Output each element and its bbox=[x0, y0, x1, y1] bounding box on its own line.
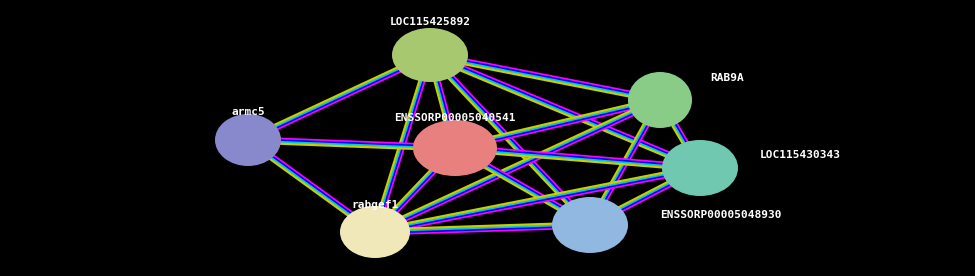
Text: ENSSORP00005040541: ENSSORP00005040541 bbox=[394, 113, 516, 123]
Text: RAB9A: RAB9A bbox=[710, 73, 744, 83]
Ellipse shape bbox=[215, 114, 281, 166]
Ellipse shape bbox=[340, 206, 410, 258]
Ellipse shape bbox=[392, 28, 468, 82]
Text: LOC115425892: LOC115425892 bbox=[389, 17, 471, 27]
Ellipse shape bbox=[628, 72, 692, 128]
Ellipse shape bbox=[552, 197, 628, 253]
Text: ENSSORP00005048930: ENSSORP00005048930 bbox=[660, 210, 782, 220]
Text: armc5: armc5 bbox=[231, 107, 265, 117]
Text: rabgef1: rabgef1 bbox=[351, 200, 399, 210]
Ellipse shape bbox=[662, 140, 738, 196]
Ellipse shape bbox=[413, 120, 497, 176]
Text: LOC115430343: LOC115430343 bbox=[760, 150, 841, 160]
